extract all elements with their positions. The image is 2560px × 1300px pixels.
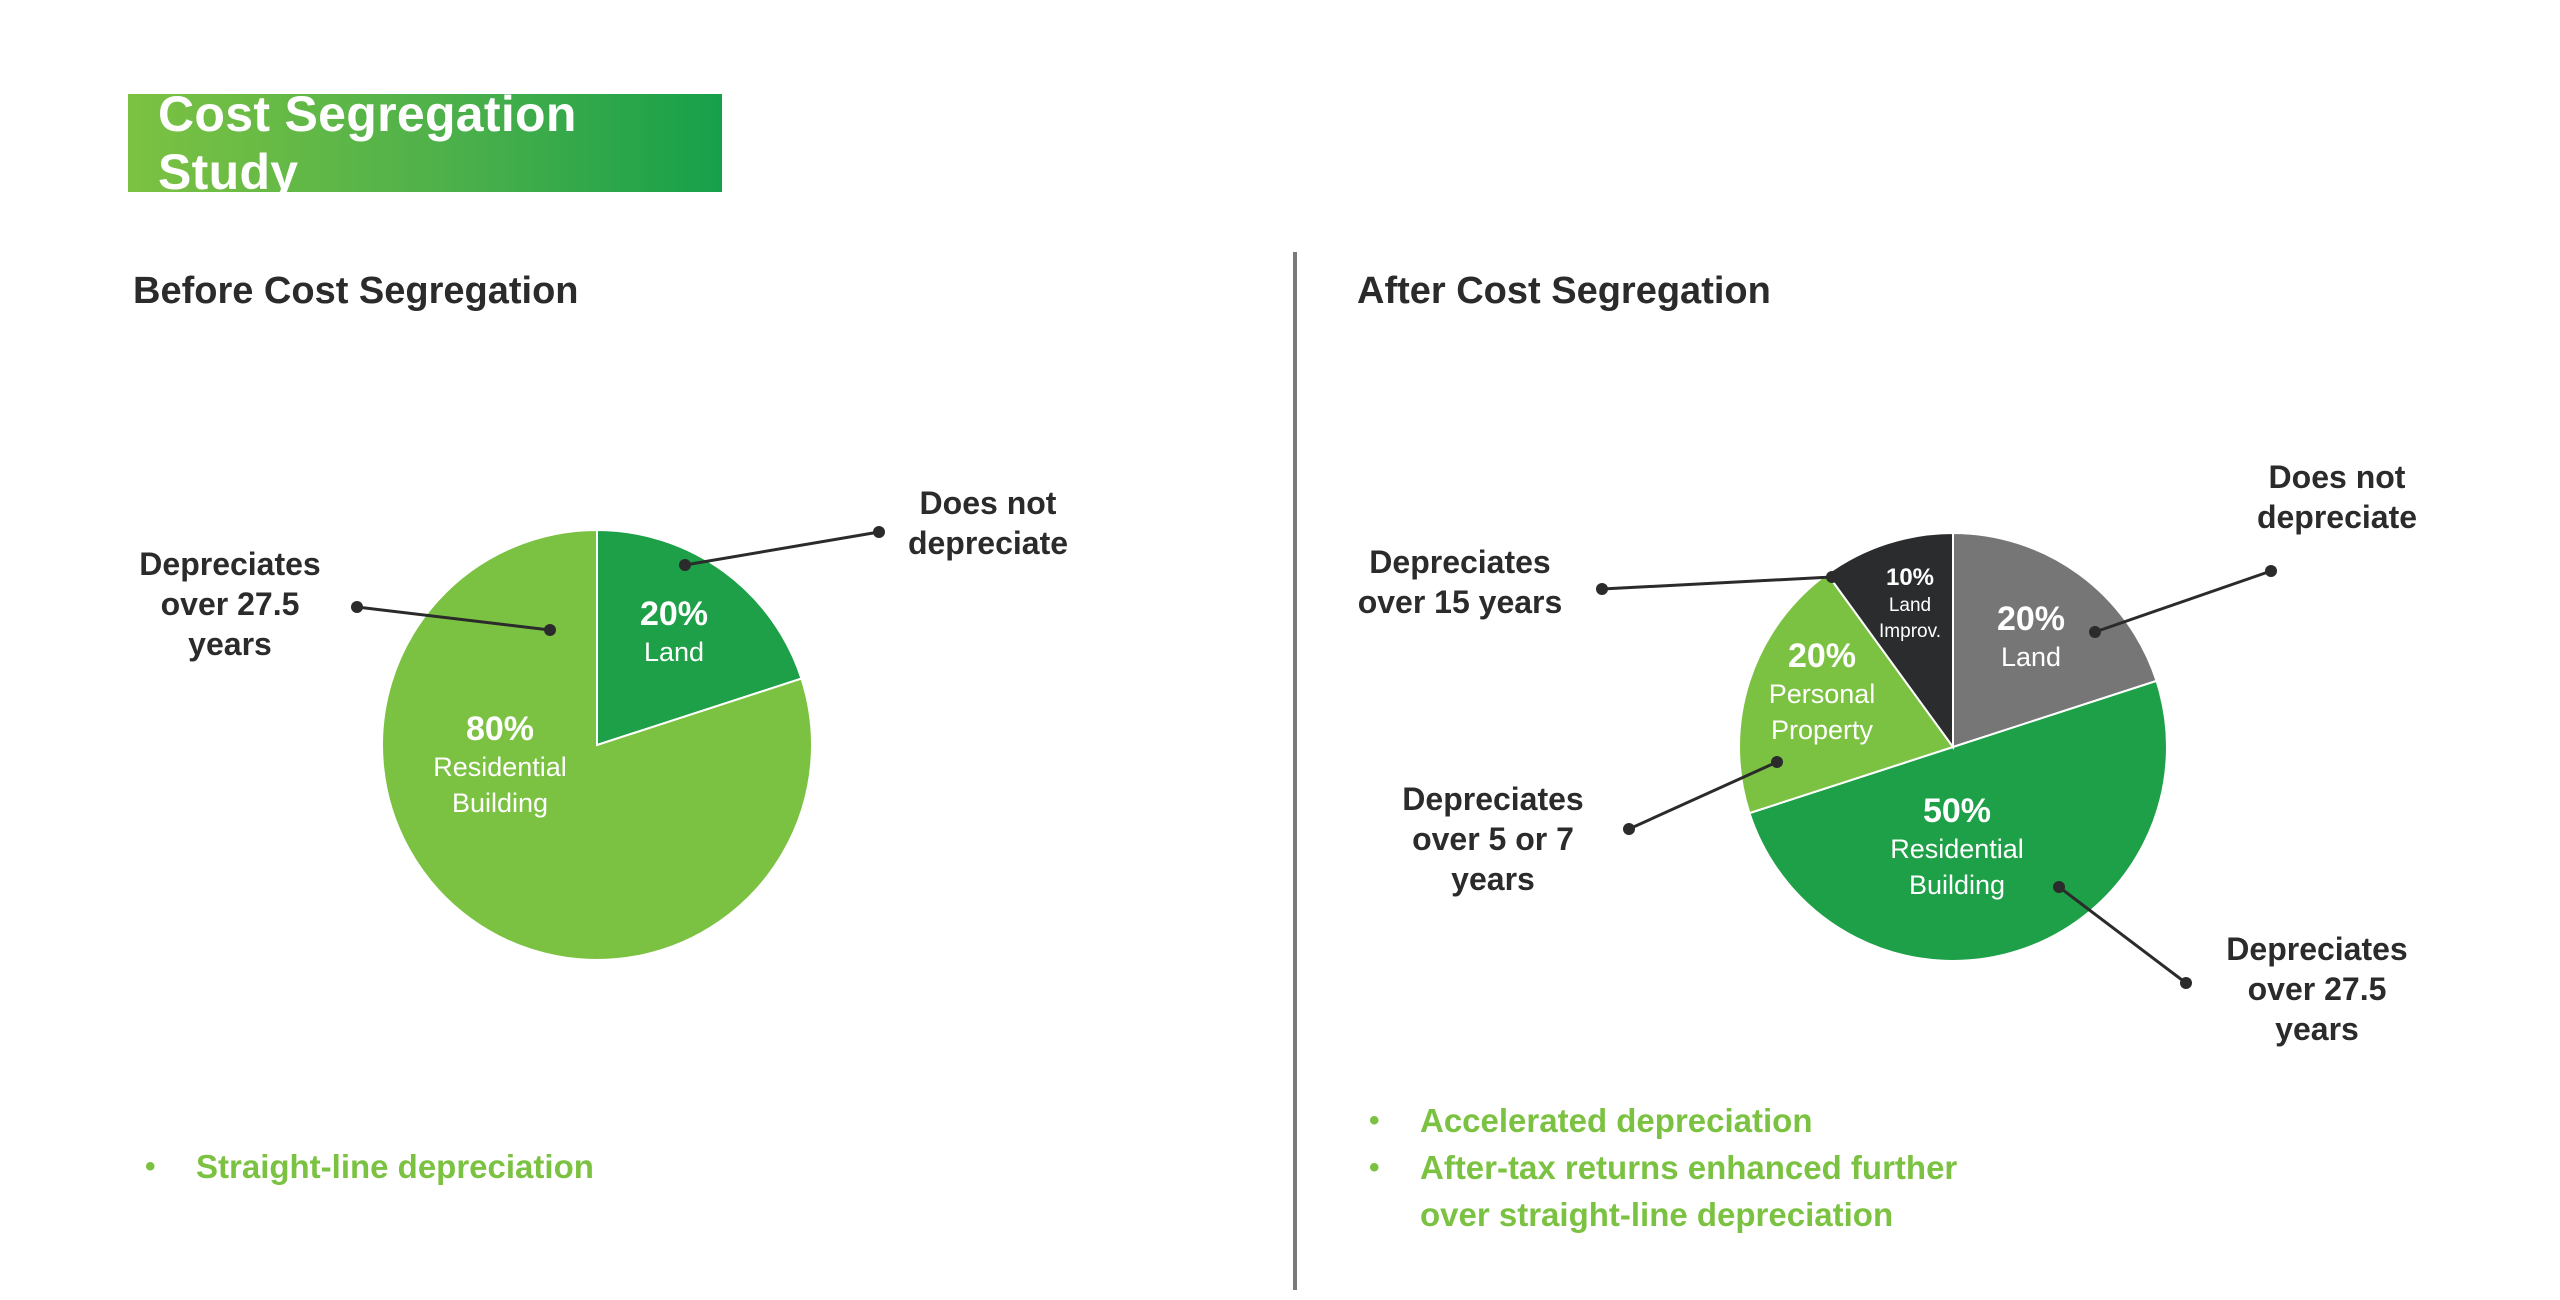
slice-percent-label: 50% xyxy=(1923,792,1991,830)
slice-percent-label: 20% xyxy=(1788,637,1856,675)
slice-category-label: Land xyxy=(644,637,704,667)
section-divider xyxy=(1293,252,1297,1290)
callout-text: Depreciates over 15 years xyxy=(1358,544,1563,620)
callout-dot xyxy=(351,601,363,613)
callout-dot xyxy=(1596,583,1608,595)
title-banner: Cost Segregation Study xyxy=(128,86,722,200)
bullet-text: Accelerated depreciation xyxy=(1420,1102,1813,1139)
callout-leader-line xyxy=(356,605,551,632)
callout-text: Does not depreciate xyxy=(908,485,1068,561)
callout-dot xyxy=(1623,823,1635,835)
slice-percent-label: 80% xyxy=(466,710,534,748)
callout-dot xyxy=(2089,626,2101,638)
after-bullet-list: • Accelerated depreciation • After-tax retu… xyxy=(1367,1097,2007,1238)
callout-text: Depreciates over 5 or 7 years xyxy=(1402,781,1583,897)
bullet-dot: • xyxy=(1369,1104,1380,1137)
callout-text: Does not depreciate xyxy=(2257,459,2417,535)
bullet-text: After-tax returns enhanced further over … xyxy=(1420,1149,1958,1233)
callout-dot xyxy=(873,526,885,538)
pie-slice-land xyxy=(1952,531,2158,749)
slice-category-label: Personal Property xyxy=(1769,679,1876,745)
slice-category-label: Land xyxy=(2001,642,2061,672)
callout-text: Depreciates over 27.5 years xyxy=(2226,931,2407,1047)
bullet-dot: • xyxy=(145,1150,156,1183)
bullet-dot: • xyxy=(1369,1151,1380,1184)
callout-dot xyxy=(2265,565,2277,577)
callout-dot xyxy=(2053,881,2065,893)
pie-slice-residential-building xyxy=(381,528,813,961)
callout-leader-line xyxy=(1601,575,1833,591)
callout-dot xyxy=(679,559,691,571)
slice-category-label: Residential Building xyxy=(1890,834,2024,900)
bullet-text: Straight-line depreciation xyxy=(196,1148,594,1185)
callout-dot xyxy=(544,624,556,636)
before-bullet-item: • Straight-line depreciation xyxy=(143,1143,594,1190)
callout-leader-line xyxy=(684,530,880,567)
callout-dot xyxy=(1771,756,1783,768)
slice-percent-label: 10% xyxy=(1886,564,1934,591)
after-bullet-item: • Accelerated depreciation xyxy=(1367,1097,2007,1144)
callout-leader-line xyxy=(1628,760,1778,831)
pie-slice-personal-property xyxy=(1738,572,1955,815)
slice-percent-label: 20% xyxy=(1997,600,2065,638)
after-bullet-item: • After-tax returns enhanced further over… xyxy=(1367,1144,2007,1238)
page-title: Cost Segregation Study xyxy=(158,86,577,200)
before-section-title: Before Cost Segregation xyxy=(133,270,579,312)
callout-leader-line xyxy=(2094,569,2272,634)
callout-text: Depreciates over 27.5 years xyxy=(139,546,320,662)
pie-slice-land xyxy=(596,528,803,747)
callout-leader-line xyxy=(2058,885,2187,985)
pie-slice-land-improv xyxy=(1825,531,1954,751)
slice-category-label: Residential Building xyxy=(433,752,567,818)
callout-dot xyxy=(1826,571,1838,583)
callout-dot xyxy=(2180,977,2192,989)
slice-percent-label: 20% xyxy=(640,595,708,633)
after-section-title: After Cost Segregation xyxy=(1357,270,1771,312)
before-bullet-list: • Straight-line depreciation xyxy=(143,1143,594,1190)
slice-category-label: Land Improv. xyxy=(1879,595,1941,642)
